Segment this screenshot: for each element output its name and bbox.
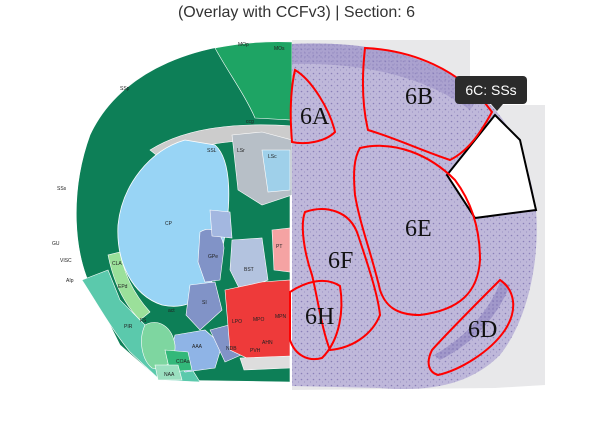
- atlas-label-mos: MOs: [274, 46, 285, 52]
- atlas-label-ssp: SSp: [120, 86, 130, 92]
- atlas-label-ep: EPd: [118, 284, 128, 290]
- atlas-hemisphere: MOp MOs SSp SSs GU VISC AIp CP SSL LSr L…: [52, 41, 293, 383]
- pallidum-small-region[interactable]: [209, 209, 233, 239]
- atlas-label-ccg: ccg: [246, 119, 254, 125]
- atlas-label-cla: CLA: [112, 261, 122, 267]
- region-boundaries: [289, 46, 515, 377]
- boundary-6b[interactable]: [362, 46, 494, 162]
- septum-light-region[interactable]: [261, 149, 291, 193]
- region-label-6e: 6E: [405, 216, 432, 242]
- piriform-dark-band: [434, 282, 510, 360]
- atlas-label-aip: AIp: [66, 278, 74, 284]
- atlas-label-mop: MOp: [238, 42, 249, 48]
- preoptic-pink-region[interactable]: [271, 227, 291, 273]
- atlas-label-mpo: MPO: [253, 317, 265, 323]
- atlas-label-pvh: PVH: [250, 348, 261, 354]
- atlas-label-pir: PIR: [124, 324, 133, 330]
- atlas-label-ssl: SSL: [207, 148, 217, 154]
- atlas-label-visc: VISC: [60, 258, 72, 264]
- cortical-layer-band: [292, 43, 480, 110]
- figure-title: (Overlay with CCFv3) | Section: 6: [177, 4, 416, 21]
- region-label-6f: 6F: [328, 248, 353, 274]
- tissue-region: [292, 43, 537, 390]
- atlas-label-si: SI: [202, 300, 207, 306]
- tooltip-pointer: [491, 104, 503, 111]
- atlas-label-pt: PT: [276, 244, 282, 250]
- atlas-label-gpe: GPe: [208, 254, 218, 260]
- atlas-label-lpo: LPO: [232, 319, 242, 325]
- region-6c-cutout[interactable]: [445, 113, 538, 220]
- boundary-6d[interactable]: [427, 278, 515, 377]
- region-tooltip: 6C: SSs: [455, 76, 527, 104]
- atlas-label-ahn: AHN: [262, 340, 273, 346]
- substantia-innominata-region[interactable]: [185, 281, 223, 331]
- atlas-label-mpn: MPN: [275, 314, 287, 320]
- atlas-label-aaa: AAA: [192, 344, 203, 350]
- boundary-6f[interactable]: [301, 208, 382, 352]
- atlas-label-act: act: [168, 308, 175, 314]
- boundary-6e[interactable]: [353, 144, 482, 317]
- atlas-label-lsr: LSr: [237, 148, 245, 154]
- naa-region[interactable]: [154, 364, 183, 381]
- region-label-6h: 6H: [305, 304, 334, 330]
- atlas-label-ndb: NDB: [226, 346, 237, 352]
- optic-tract-region[interactable]: [239, 355, 291, 371]
- boundary-6h[interactable]: [289, 279, 343, 360]
- atlas-label-naa: NAA: [164, 372, 175, 378]
- atlas-label-cp: CP: [165, 221, 173, 227]
- boundary-6a[interactable]: [289, 68, 337, 145]
- atlas-label-lsc: LSc: [268, 154, 277, 160]
- atlas-label-gu: GU: [52, 241, 60, 247]
- atlas-label-coa: COAa: [176, 359, 190, 365]
- region-label-6d: 6D: [468, 317, 497, 343]
- atlas-label-sss: SSs: [57, 186, 67, 192]
- atlas-label-fs: FS: [140, 318, 147, 324]
- region-label-6a: 6A: [300, 104, 330, 130]
- atlas-label-bst: BST: [244, 267, 254, 273]
- region-label-6b: 6B: [405, 84, 433, 110]
